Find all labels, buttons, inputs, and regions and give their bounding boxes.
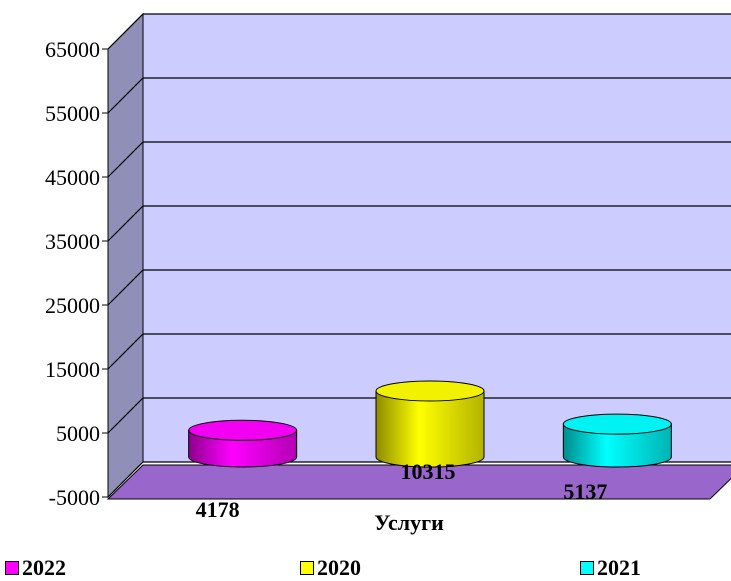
y-tick-label: 35000 — [45, 229, 100, 254]
bar-top — [562, 413, 672, 435]
y-axis-ticks: -5000 5000 15000 25000 35000 45000 55000 65000 — [45, 37, 109, 510]
floor — [106, 464, 731, 500]
legend-item-2021: 2021 — [580, 555, 641, 581]
legend-label: 2022 — [22, 555, 66, 580]
bars — [188, 380, 672, 468]
gridline — [107, 13, 731, 50]
legend-label: 2020 — [317, 555, 361, 580]
y-tick-label: 55000 — [45, 101, 100, 126]
data-label: 10315 — [401, 459, 456, 484]
data-labels: 4178 10315 5137 — [196, 459, 608, 522]
y-tick-label: 5000 — [56, 421, 100, 446]
gridline — [107, 77, 731, 114]
y-tick-label: 25000 — [45, 293, 100, 318]
y-tick-label: -5000 — [49, 485, 100, 510]
legend-item-2020: 2020 — [300, 555, 361, 581]
data-label: 4178 — [196, 497, 240, 522]
legend-label: 2021 — [597, 555, 641, 580]
bar-body — [375, 390, 485, 468]
gridlines — [107, 13, 731, 498]
legend-swatch — [300, 561, 314, 575]
gridline — [107, 141, 731, 178]
bar-top — [375, 380, 485, 402]
y-tick-label: 15000 — [45, 357, 100, 382]
data-label: 5137 — [563, 479, 607, 504]
side-wall — [107, 12, 144, 499]
bar-2021 — [562, 413, 672, 468]
gridline — [107, 333, 731, 370]
y-tick-label: 65000 — [45, 37, 100, 62]
bar-top — [188, 419, 298, 441]
bar-2020 — [375, 380, 485, 468]
gridline — [107, 461, 731, 498]
gridline — [107, 397, 731, 434]
legend-item-2022: 2022 — [5, 555, 66, 581]
gridline — [107, 205, 731, 242]
legend-swatch — [5, 561, 19, 575]
y-tick-label: 45000 — [45, 165, 100, 190]
bar-body — [562, 423, 672, 468]
bar-2022 — [188, 419, 298, 468]
gridline — [107, 269, 731, 306]
legend-swatch — [580, 561, 594, 575]
x-axis-category-label: Услуги — [374, 510, 444, 535]
